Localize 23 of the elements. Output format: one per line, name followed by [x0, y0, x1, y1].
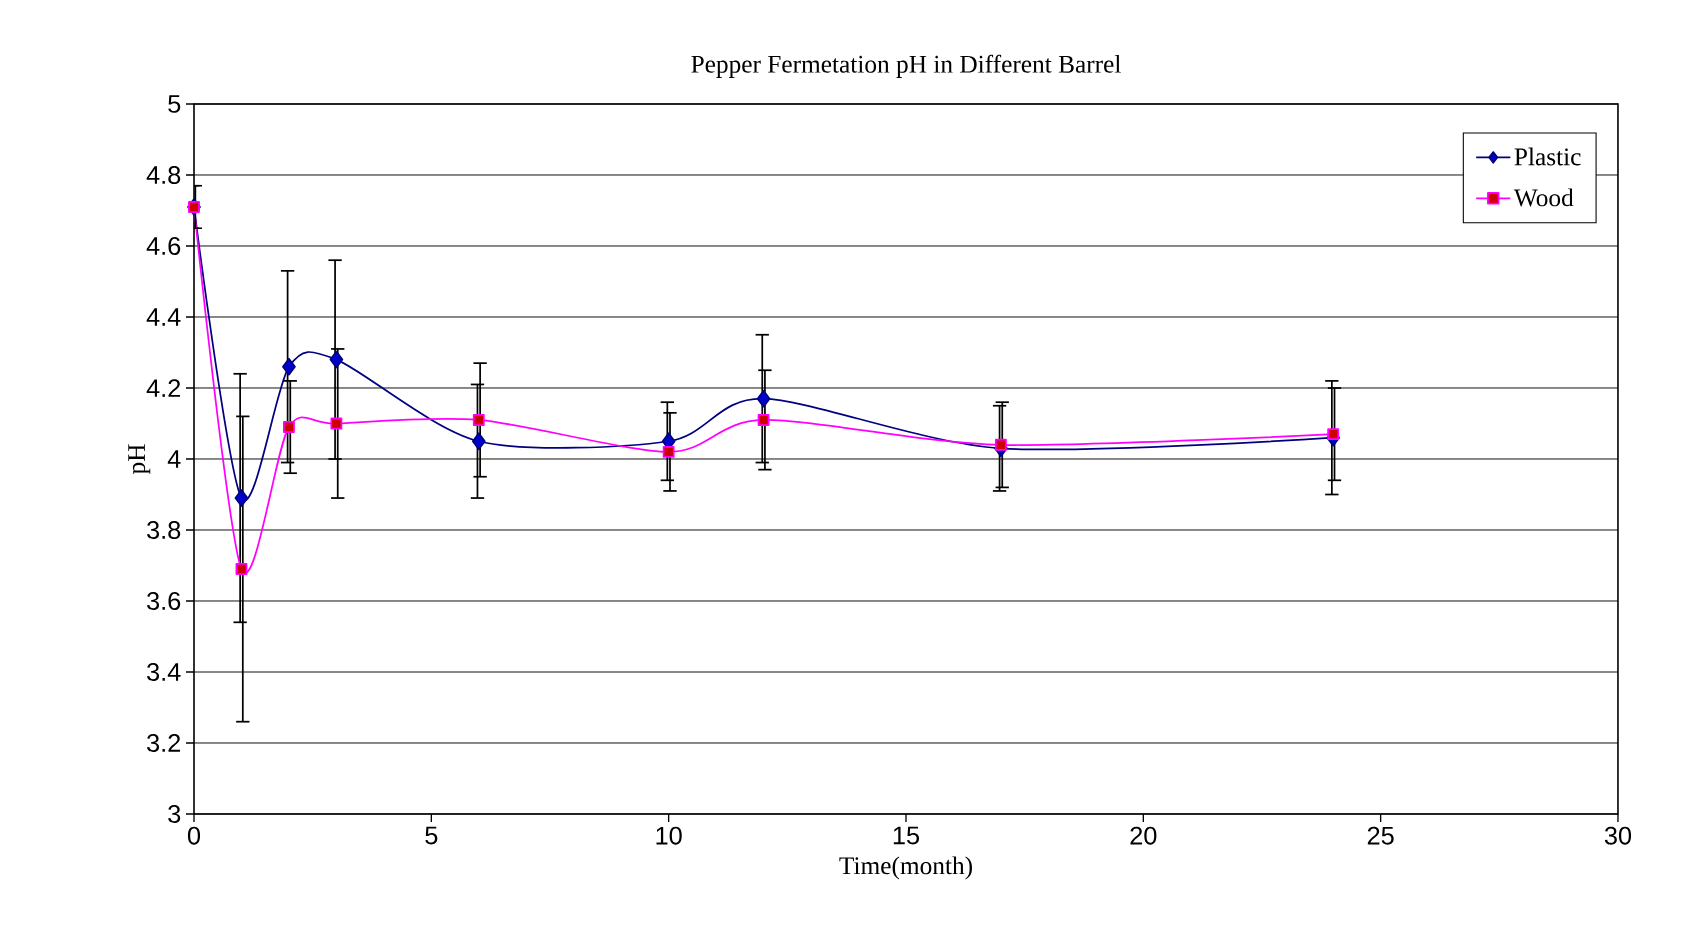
chart-title: Pepper Fermetation pH in Different Barrel: [691, 54, 1121, 78]
y-tick-label: 3.4: [147, 663, 181, 681]
y-tick-label: 4.6: [146, 237, 181, 255]
x-tick-label: 20: [1130, 826, 1157, 845]
y-tick-label: 5: [168, 95, 181, 113]
y-axis-title: pH: [128, 444, 151, 475]
x-tick-label: 30: [1604, 826, 1632, 845]
x-tick-label: 10: [656, 826, 682, 845]
y-tick-label: 4: [167, 450, 181, 468]
y-tick-label: 4.4: [146, 308, 181, 326]
x-tick-label: 0: [187, 826, 201, 845]
x-tick-label: 25: [1367, 826, 1394, 845]
x-tick-label: 15: [893, 826, 920, 845]
legend-label: Wood: [1513, 188, 1574, 207]
y-tick-label: 3.8: [147, 521, 181, 539]
x-axis-title: Time(month): [839, 856, 972, 880]
y-tick-label: 3: [168, 805, 181, 823]
x-tick-label: 5: [425, 826, 438, 845]
y-tick-label: 3.2: [147, 734, 181, 752]
y-tick-label: 4.2: [146, 379, 181, 397]
legend-label: Plastic: [1514, 147, 1581, 166]
y-tick-label: 3.6: [147, 592, 181, 610]
y-tick-label: 4.8: [146, 166, 181, 184]
